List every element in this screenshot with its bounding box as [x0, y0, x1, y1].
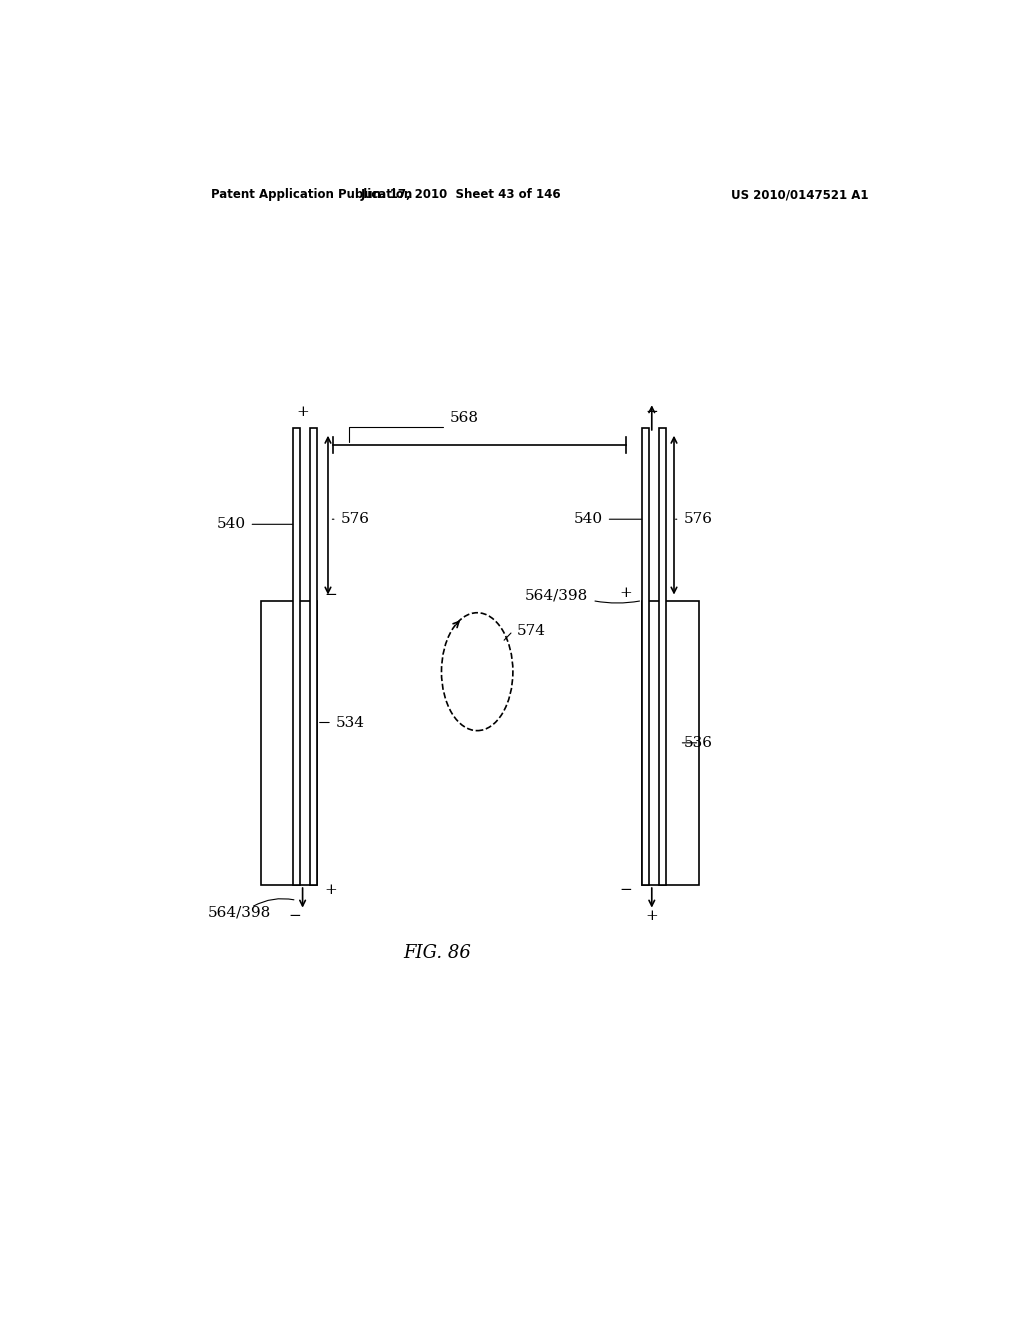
Text: FIG. 86: FIG. 86: [403, 944, 471, 962]
Bar: [642, 601, 699, 886]
Text: 536: 536: [684, 735, 713, 750]
Text: 534: 534: [336, 715, 365, 730]
Text: +: +: [645, 908, 658, 923]
Text: 564/398: 564/398: [207, 906, 270, 920]
Bar: [642, 428, 649, 886]
Text: Patent Application Publication: Patent Application Publication: [211, 189, 413, 202]
Bar: [658, 428, 666, 886]
Text: 576: 576: [341, 512, 370, 527]
Text: 576: 576: [684, 512, 713, 527]
Text: 574: 574: [517, 624, 546, 638]
Text: −: −: [620, 883, 632, 898]
Text: −: −: [645, 405, 658, 420]
Text: 540: 540: [216, 517, 246, 532]
Bar: [309, 428, 316, 886]
Text: +: +: [325, 883, 338, 898]
Bar: [261, 601, 316, 886]
Text: 540: 540: [573, 512, 602, 527]
Text: 568: 568: [450, 411, 478, 425]
Text: Jun. 17, 2010  Sheet 43 of 146: Jun. 17, 2010 Sheet 43 of 146: [361, 189, 561, 202]
Text: +: +: [620, 586, 632, 601]
Bar: [293, 428, 300, 886]
Text: +: +: [296, 405, 309, 420]
Text: −: −: [325, 589, 338, 602]
Text: US 2010/0147521 A1: US 2010/0147521 A1: [731, 189, 868, 202]
Text: 564/398: 564/398: [525, 589, 588, 602]
Text: −: −: [289, 908, 301, 923]
